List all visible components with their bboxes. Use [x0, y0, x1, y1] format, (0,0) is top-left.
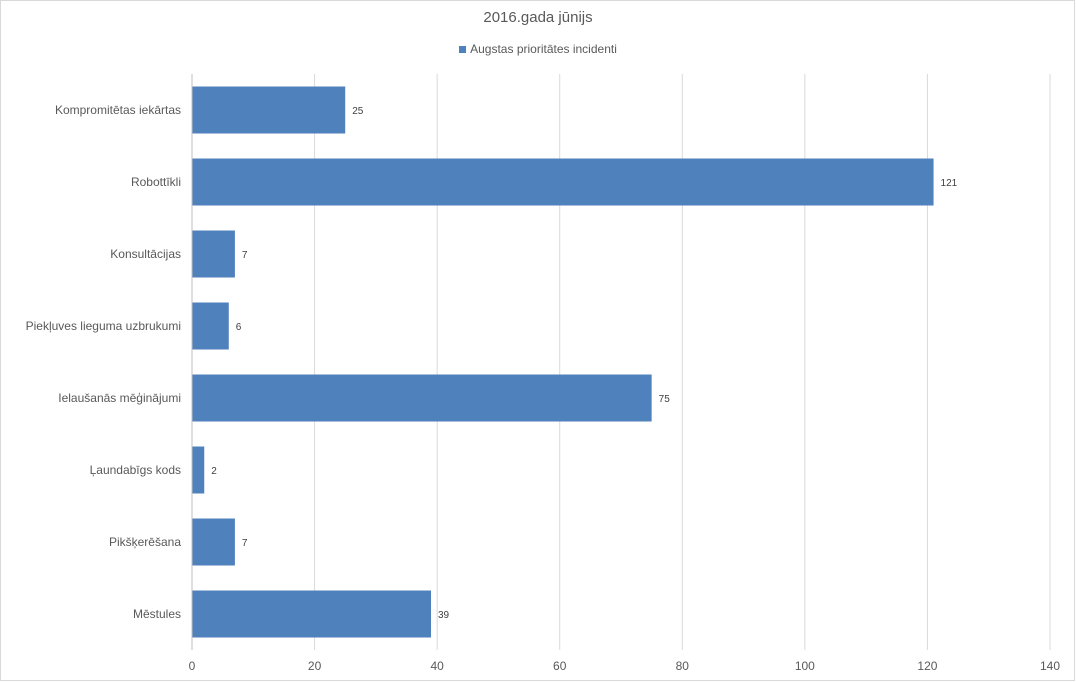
legend-label: Augstas prioritātes incidenti — [470, 42, 617, 56]
data-label: 7 — [242, 250, 248, 261]
bar — [192, 518, 235, 566]
chart-title: 2016.gada jūnijs — [483, 9, 593, 26]
data-label: 6 — [236, 322, 242, 333]
data-label: 39 — [438, 610, 450, 621]
bar — [192, 158, 934, 206]
x-tick-label: 140 — [1040, 659, 1060, 673]
data-label: 2 — [211, 466, 217, 477]
category-label: Konsultācijas — [110, 247, 181, 261]
x-tick-label: 120 — [917, 659, 937, 673]
category-label: Ielaušanās mēģinājumi — [58, 391, 181, 405]
bar — [192, 590, 432, 638]
bar — [192, 446, 205, 494]
category-label: Ļaundabīgs kods — [90, 463, 181, 477]
data-label: 25 — [352, 106, 364, 117]
data-label: 121 — [941, 178, 958, 189]
category-label: Mēstules — [133, 607, 181, 621]
legend: Augstas prioritātes incidenti — [0, 42, 1076, 56]
category-label: Robottīkli — [131, 175, 181, 189]
category-label: Kompromitētas iekārtas — [55, 103, 181, 117]
data-label: 75 — [659, 394, 671, 405]
category-label: Piekļuves lieguma uzbrukumi — [26, 319, 181, 333]
legend-swatch — [459, 45, 467, 53]
bar — [192, 230, 235, 278]
category-label: Pikšķerēšana — [109, 535, 181, 549]
bar — [192, 86, 346, 134]
x-tick-label: 60 — [553, 659, 567, 673]
x-tick-label: 0 — [189, 659, 196, 673]
x-tick-label: 100 — [795, 659, 815, 673]
bar — [192, 302, 229, 350]
x-tick-label: 40 — [430, 659, 444, 673]
x-tick-label: 20 — [308, 659, 322, 673]
bar — [192, 374, 652, 422]
x-tick-label: 80 — [676, 659, 690, 673]
data-label: 7 — [242, 538, 248, 549]
